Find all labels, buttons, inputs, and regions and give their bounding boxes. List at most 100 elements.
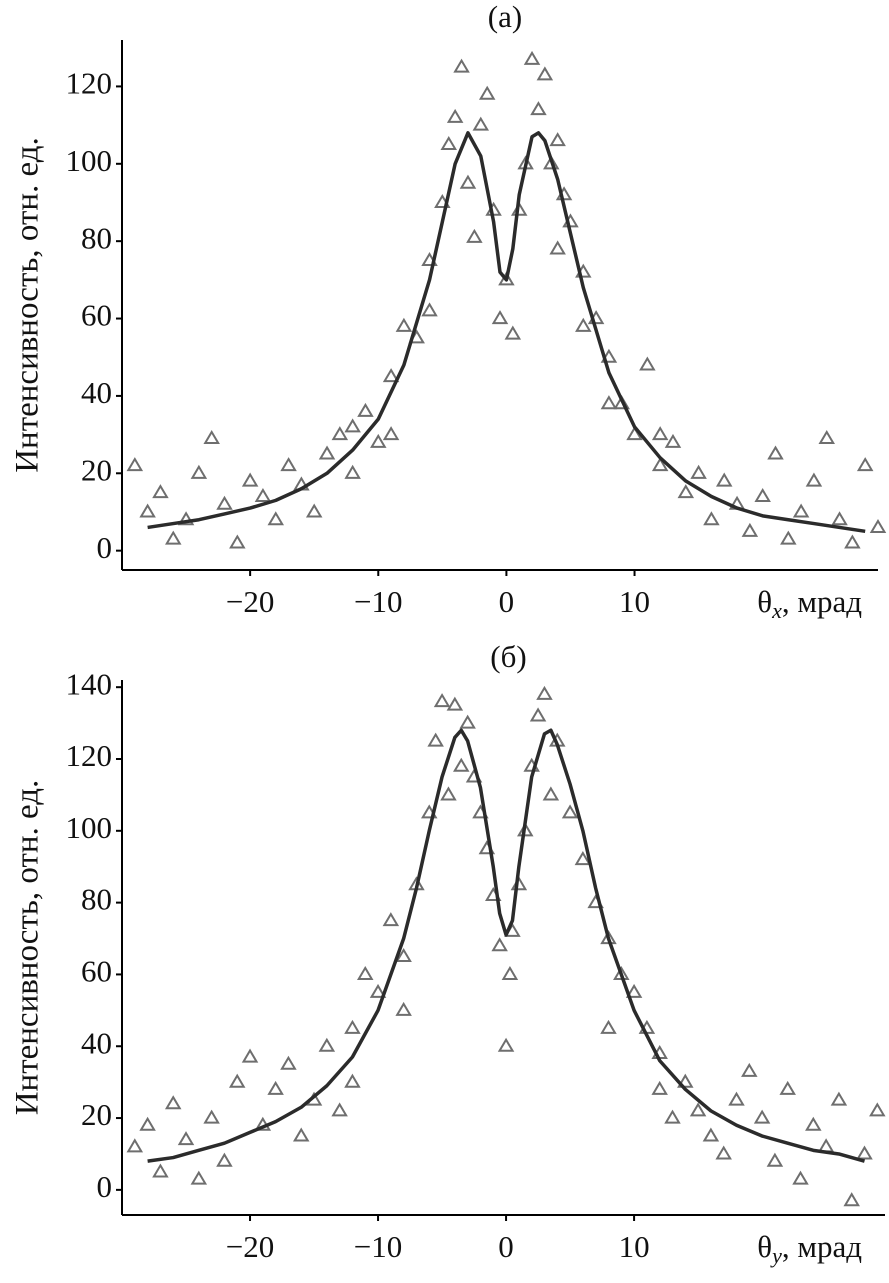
x-axis-label-part: θ	[757, 1229, 772, 1264]
x-tick-label: −20	[226, 584, 274, 619]
data-point	[331, 426, 349, 441]
data-point	[126, 457, 144, 472]
data-point	[472, 116, 490, 131]
x-tick-label: −10	[354, 1229, 402, 1264]
data-point	[542, 786, 560, 801]
data-point	[677, 484, 695, 499]
data-point	[280, 457, 297, 472]
x-axis-label-part: y	[770, 1243, 782, 1268]
y-tick-label: 0	[97, 1169, 113, 1204]
y-tick-label: 100	[66, 810, 113, 845]
fit-curve	[147, 131, 866, 534]
y-tick-label: 20	[81, 1097, 112, 1132]
y-tick-label: 40	[81, 375, 112, 410]
data-point	[241, 472, 259, 487]
data-point	[498, 271, 515, 286]
data-point	[529, 707, 547, 722]
data-point	[869, 518, 887, 533]
data-point	[318, 1037, 336, 1052]
data-point	[767, 445, 784, 460]
x-tick-label: 0	[498, 1229, 514, 1264]
data-point	[440, 786, 457, 801]
data-point	[331, 1102, 348, 1117]
data-point	[517, 822, 534, 837]
data-point	[753, 1109, 771, 1124]
data-point	[318, 445, 336, 460]
data-point	[344, 464, 361, 479]
data-point	[421, 302, 438, 317]
data-point	[203, 429, 220, 445]
data-point	[491, 937, 508, 952]
data-point	[165, 530, 182, 545]
data-point	[741, 522, 759, 537]
data-point	[664, 433, 682, 448]
data-point	[152, 484, 169, 499]
data-point	[126, 1138, 144, 1153]
data-point	[805, 472, 823, 487]
data-point	[139, 503, 156, 518]
data-point	[818, 429, 835, 445]
data-point	[856, 1145, 873, 1160]
data-point	[370, 433, 387, 448]
data-point	[543, 155, 560, 170]
data-point	[574, 851, 592, 866]
data-point	[715, 1145, 732, 1160]
data-point	[703, 511, 720, 526]
data-point	[254, 488, 272, 503]
data-point	[626, 426, 643, 441]
data-point	[689, 1102, 707, 1117]
data-point	[805, 1116, 822, 1131]
data-point	[459, 174, 477, 189]
data-point	[817, 1138, 835, 1153]
data-point	[625, 983, 643, 998]
data-point	[715, 472, 733, 487]
data-point	[651, 457, 669, 472]
data-point	[501, 965, 519, 980]
x-tick-label: −20	[226, 1229, 274, 1264]
data-point	[356, 965, 374, 980]
data-point	[639, 356, 656, 371]
y-tick-label: 40	[81, 1025, 112, 1060]
fit-curve	[147, 728, 865, 1163]
data-point	[216, 495, 233, 510]
chart-panel: (б)Интенсивность, отн. ед.02040608010012…	[10, 639, 886, 1268]
data-point	[440, 135, 457, 151]
data-point	[216, 1152, 233, 1167]
data-point	[466, 228, 483, 243]
data-point	[177, 1131, 195, 1146]
data-point	[241, 1048, 259, 1063]
data-point	[459, 714, 476, 729]
data-point	[190, 464, 208, 479]
x-tick-label: −10	[354, 584, 402, 619]
data-point	[792, 503, 810, 518]
y-tick-label: 60	[81, 298, 112, 333]
data-point	[478, 85, 496, 100]
y-tick-label: 80	[81, 882, 112, 917]
data-point	[369, 983, 387, 998]
chart-panel: (a)Интенсивность, отн. ед.02040608010012…	[10, 0, 887, 623]
data-point	[152, 1163, 169, 1178]
data-point	[382, 426, 400, 441]
data-point	[344, 1073, 361, 1088]
data-point	[664, 1109, 681, 1124]
data-point	[139, 1116, 156, 1131]
data-point	[741, 1062, 758, 1077]
data-point	[843, 1192, 860, 1207]
data-point	[702, 1127, 720, 1142]
x-tick-label: 10	[619, 1229, 650, 1264]
chart-title: (б)	[490, 639, 526, 674]
x-axis-label-part: θ	[757, 584, 772, 619]
data-point	[267, 1080, 284, 1095]
x-axis-label-part: x	[771, 598, 782, 623]
data-point	[292, 1127, 310, 1142]
data-point	[228, 1073, 246, 1088]
data-point	[600, 395, 618, 410]
data-point	[754, 488, 771, 503]
data-point	[844, 534, 861, 549]
data-point	[600, 1019, 617, 1034]
x-axis-label-part: , мрад	[782, 584, 862, 619]
data-point	[446, 696, 464, 711]
data-point	[446, 108, 464, 123]
data-point	[497, 1037, 515, 1052]
